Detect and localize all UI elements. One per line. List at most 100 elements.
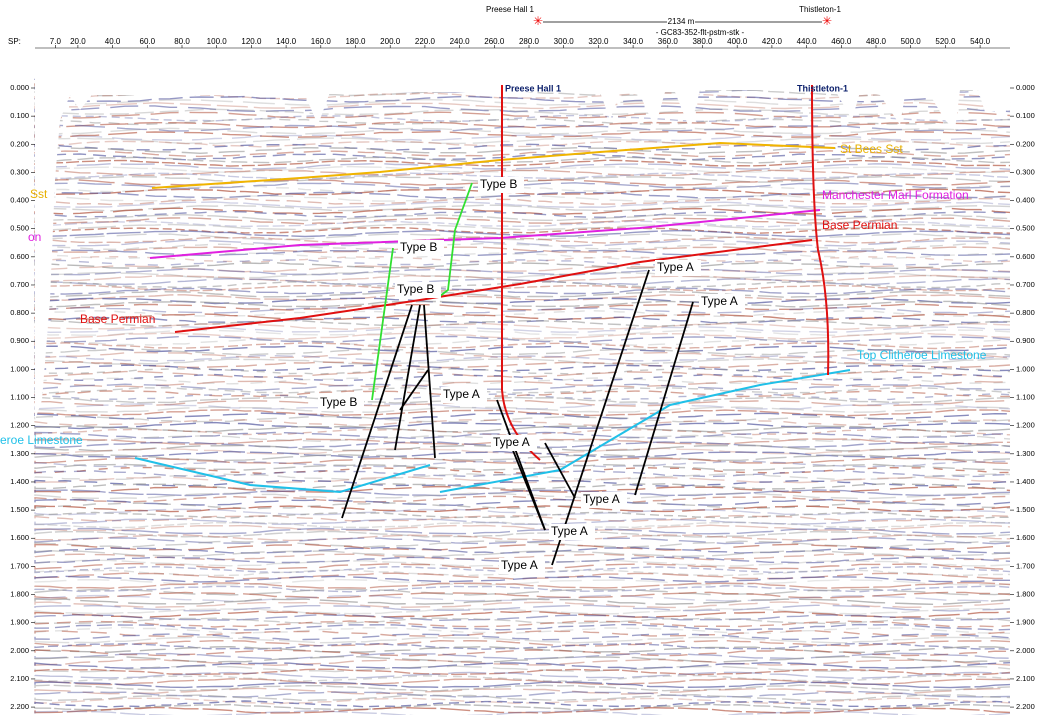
time-tick-label: 0.500 bbox=[10, 224, 29, 233]
line-name: - GC83-352-flt-pstm-stk - bbox=[656, 28, 745, 37]
sp-tick-label: 220.0 bbox=[415, 37, 436, 46]
reflector bbox=[34, 204, 1011, 212]
time-tick-label: 0.900 bbox=[10, 336, 29, 345]
reflector bbox=[34, 703, 1011, 711]
reflector bbox=[34, 514, 1011, 522]
well-label: Preese Hall 1 bbox=[505, 83, 561, 93]
reflector bbox=[34, 630, 1011, 638]
reflector bbox=[34, 255, 1011, 263]
reflector bbox=[34, 354, 1011, 362]
reflector bbox=[34, 229, 1011, 238]
reflector bbox=[34, 239, 1011, 247]
reflector bbox=[34, 700, 1011, 708]
sp-tick-label: 460.0 bbox=[831, 37, 852, 46]
fault-label: Type B bbox=[480, 177, 517, 191]
reflector bbox=[34, 246, 1011, 254]
reflector bbox=[34, 182, 1011, 190]
reflector bbox=[34, 101, 1011, 110]
reflector bbox=[34, 441, 1011, 449]
reflector bbox=[34, 236, 1011, 244]
sp-label: SP: bbox=[8, 37, 21, 46]
label-bg bbox=[395, 282, 441, 298]
reflector bbox=[34, 210, 1011, 219]
horizon-label: St Bees Sst bbox=[840, 142, 903, 156]
reflector bbox=[34, 476, 1011, 484]
time-tick-label: 1.600 bbox=[10, 533, 29, 542]
reflector bbox=[34, 604, 1011, 612]
reflector bbox=[34, 540, 1011, 548]
well-thistleton bbox=[811, 84, 830, 376]
reflector bbox=[34, 150, 1011, 158]
faults bbox=[341, 269, 694, 566]
reflector bbox=[34, 652, 1011, 660]
label-bg bbox=[549, 524, 595, 540]
reflector bbox=[34, 370, 1011, 379]
reflector bbox=[34, 300, 1011, 308]
sp-tick-label: 40.0 bbox=[105, 37, 121, 46]
reflector bbox=[34, 508, 1011, 516]
reflector bbox=[34, 281, 1011, 289]
sp-tick-label: 200.0 bbox=[380, 37, 401, 46]
reflector bbox=[34, 674, 1011, 683]
reflector bbox=[34, 636, 1011, 644]
label-bg bbox=[441, 387, 487, 403]
reflector bbox=[34, 671, 1011, 679]
sp-tick-label: 340.0 bbox=[623, 37, 644, 46]
sp-tick-label: 260.0 bbox=[484, 37, 505, 46]
reflector bbox=[34, 227, 1011, 235]
time-tick-label: 1.700 bbox=[10, 561, 29, 570]
reflector bbox=[34, 137, 1011, 145]
time-tick-label: 1.900 bbox=[10, 618, 29, 627]
axes: 7.0 20.0 40.0 60.0 80.0 100.0 120.0 140.0 160.0 1… bbox=[10, 37, 1035, 711]
reflector bbox=[34, 655, 1011, 663]
time-tick-label: 1.400 bbox=[1016, 477, 1035, 486]
sp-tick-label: 320.0 bbox=[588, 37, 609, 46]
time-tick-label: 1.500 bbox=[10, 505, 29, 514]
reflector bbox=[34, 546, 1011, 554]
reflector bbox=[34, 124, 1011, 132]
time-tick-label: 0.600 bbox=[1016, 252, 1035, 261]
reflector bbox=[34, 415, 1011, 423]
reflector bbox=[34, 473, 1011, 481]
well-preese-hall bbox=[501, 85, 541, 461]
well-marker: ✳ bbox=[533, 14, 543, 28]
reflector bbox=[34, 393, 1011, 401]
reflector bbox=[34, 351, 1011, 359]
reflector bbox=[34, 121, 1011, 129]
reflector bbox=[34, 434, 1011, 443]
reflector bbox=[34, 373, 1011, 382]
fault-label: Type A bbox=[493, 435, 530, 449]
sp-tick-label: 540.0 bbox=[970, 37, 991, 46]
sp-tick-label: 480.0 bbox=[866, 37, 887, 46]
reflector bbox=[34, 233, 1011, 241]
seismic-data bbox=[34, 76, 1011, 715]
reflector bbox=[34, 421, 1011, 430]
label-bg bbox=[581, 492, 627, 508]
reflector bbox=[34, 588, 1011, 596]
reflector bbox=[34, 419, 1011, 427]
time-tick-label: 2.200 bbox=[10, 702, 29, 711]
sp-tick-label: 300.0 bbox=[554, 37, 575, 46]
fault-label: Type B bbox=[400, 240, 437, 254]
reflector bbox=[34, 665, 1011, 673]
reflector bbox=[34, 502, 1011, 510]
reflector bbox=[34, 463, 1011, 471]
reflector bbox=[34, 610, 1011, 619]
label-bg bbox=[655, 260, 701, 276]
reflector bbox=[34, 649, 1011, 657]
sp-tick-label: 280.0 bbox=[519, 37, 540, 46]
time-tick-label: 2.100 bbox=[1016, 674, 1035, 683]
reflector bbox=[34, 469, 1011, 478]
time-tick-label: 0.400 bbox=[10, 196, 29, 205]
reflector bbox=[34, 623, 1011, 631]
sp-tick-label: 80.0 bbox=[174, 37, 190, 46]
reflector bbox=[34, 534, 1011, 542]
sp-tick-label: 440.0 bbox=[797, 37, 818, 46]
reflector bbox=[34, 537, 1011, 545]
label-bg bbox=[499, 558, 545, 574]
horizon-label: Base Permian bbox=[80, 312, 155, 326]
reflector bbox=[34, 684, 1011, 692]
reflector bbox=[34, 338, 1011, 346]
time-tick-label: 0.000 bbox=[10, 83, 29, 92]
